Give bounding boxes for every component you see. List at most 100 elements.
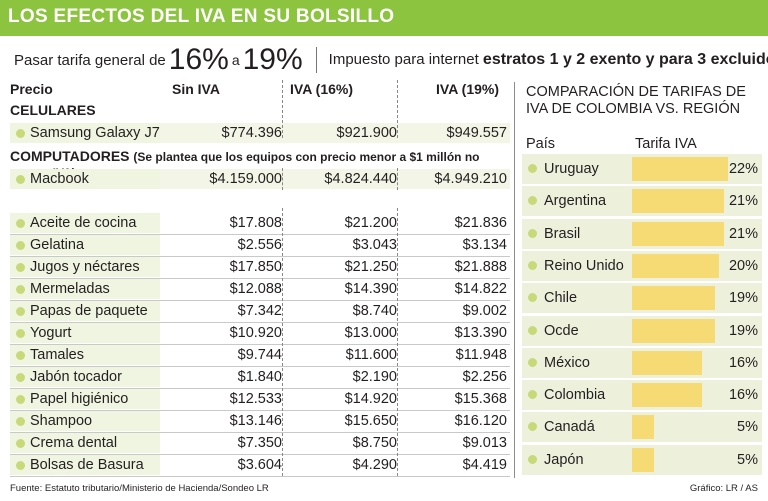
- row-divider: [10, 300, 510, 301]
- country-name: Brasil: [544, 225, 581, 242]
- graphic-credit: Gráfico: LR / AS: [689, 483, 758, 494]
- country-row: Reino Unido 20%: [522, 250, 762, 281]
- bullet-dot: [16, 373, 25, 382]
- comparison-title: COMPARACIÓN DE TARIFAS DE IVA DE COLOMBI…: [526, 84, 746, 117]
- row-divider: [10, 256, 510, 257]
- column-divider: [282, 208, 283, 476]
- product-name: Yogurt: [10, 323, 160, 343]
- country-name: Chile: [544, 290, 578, 307]
- price-cell: $4.824.440: [324, 171, 397, 187]
- price-cell: $2.556: [237, 237, 282, 253]
- vat-bar: [632, 447, 654, 472]
- bullet-dot: [528, 357, 537, 367]
- table-row: Crema dental $7.350 $8.750 $9.013: [10, 433, 510, 454]
- row-divider: [10, 432, 510, 433]
- product-label: Yogurt: [30, 325, 72, 341]
- row-divider: [10, 388, 510, 389]
- price-cell: $4.419: [462, 457, 507, 473]
- column-header: IVA (19%): [436, 81, 500, 97]
- table-row: Aceite de cocina $17.808 $21.200 $21.836: [10, 213, 510, 234]
- country-row: Ocde 19%: [522, 315, 762, 346]
- price-cell: $7.342: [237, 303, 282, 319]
- bullet-dot: [16, 175, 25, 184]
- product-label: Papel higiénico: [30, 391, 129, 407]
- subtitle-divider: [315, 47, 317, 73]
- product-name: Tamales: [10, 345, 160, 365]
- vat-rate-label: 19%: [728, 322, 758, 339]
- bullet-dot: [528, 293, 537, 303]
- bullet-dot: [16, 307, 25, 316]
- bullet-dot: [16, 395, 25, 404]
- price-cell: $3.134: [462, 237, 507, 253]
- price-cell: $16.120: [454, 413, 507, 429]
- price-cell: $1.840: [237, 369, 282, 385]
- table-row: Macbook $4.159.000 $4.824.440 $4.949.210: [10, 169, 510, 190]
- price-cell: $21.250: [344, 259, 397, 275]
- bullet-dot: [16, 329, 25, 338]
- row-divider: [10, 476, 510, 477]
- vat-comparison-panel: COMPARACIÓN DE TARIFAS DE IVA DE COLOMBI…: [514, 82, 762, 478]
- vat-bar: [632, 286, 715, 311]
- table-row: Jugos y néctares $17.850 $21.250 $21.888: [10, 257, 510, 278]
- row-divider: [10, 234, 510, 235]
- product-label: Mermeladas: [30, 281, 110, 297]
- column-divider: [397, 80, 398, 138]
- country-name: Ocde: [544, 322, 579, 339]
- table-row: Shampoo $13.146 $15.650 $16.120: [10, 411, 510, 432]
- country-row: Chile 19%: [522, 283, 762, 314]
- price-cell: $949.557: [446, 125, 507, 141]
- table-row: Bolsas de Basura $3.604 $4.290 $4.419: [10, 455, 510, 476]
- country-name: Colombia: [544, 387, 606, 404]
- price-cell: $15.368: [454, 391, 507, 407]
- price-cell: $3.043: [352, 237, 397, 253]
- product-label: Papas de paquete: [30, 303, 148, 319]
- row-divider: [10, 410, 510, 411]
- product-label: Gelatina: [30, 237, 85, 253]
- product-name: Mermeladas: [10, 279, 160, 299]
- country-row: México 16%: [522, 347, 762, 378]
- price-cell: $15.650: [344, 413, 397, 429]
- vat-rate-label: 5%: [737, 451, 758, 468]
- bullet-dot: [528, 260, 537, 270]
- country-column-header: País: [526, 136, 556, 152]
- vat-bar: [632, 253, 720, 278]
- vat-bar: [632, 383, 702, 408]
- vat-bar: [632, 189, 724, 214]
- price-cell: $2.190: [352, 369, 397, 385]
- price-cell: $17.850: [229, 259, 282, 275]
- row-divider: [10, 344, 510, 345]
- price-cell: $13.000: [344, 325, 397, 341]
- vat-bar: [632, 157, 728, 181]
- product-name: Shampoo: [10, 411, 160, 431]
- row-divider: [10, 322, 510, 323]
- subtitle-middle: a: [231, 52, 240, 68]
- price-cell: $21.836: [454, 215, 507, 231]
- product-label: Shampoo: [30, 413, 93, 429]
- column-divider: [282, 168, 283, 190]
- column-divider: [397, 168, 398, 190]
- table-row: Tamales $9.744 $11.600 $11.948: [10, 345, 510, 366]
- rate-column-header: Tarifa IVA: [635, 136, 697, 152]
- vat-rate-label: 16%: [728, 387, 758, 404]
- bullet-dot: [16, 241, 25, 250]
- row-divider: [10, 454, 510, 455]
- price-cell: $2.256: [462, 369, 507, 385]
- bullet-dot: [528, 422, 537, 432]
- bullet-dot: [16, 351, 25, 360]
- vat-rate-label: 16%: [728, 354, 758, 371]
- product-name: Jabón tocador: [10, 367, 160, 387]
- section-title: CELULARES: [10, 102, 96, 118]
- vat-rate-label: 21%: [728, 225, 758, 242]
- bullet-dot: [528, 196, 537, 206]
- column-header: IVA (16%): [290, 81, 354, 97]
- product-label: Samsung Galaxy J7: [30, 125, 160, 141]
- price-cell: $4.159.000: [209, 171, 282, 187]
- bullet-dot: [16, 417, 25, 426]
- vat-rate-label: 20%: [728, 257, 758, 274]
- vat-rate-label: 19%: [728, 290, 758, 307]
- subtitle-rest-bold: estratos 1 y 2 exento y para 3 excluido: [482, 51, 768, 68]
- product-name: Bolsas de Basura: [10, 455, 160, 475]
- page-title: LOS EFECTOS DEL IVA EN SU BOLSILLO: [8, 6, 395, 27]
- vat-bar: [632, 221, 724, 246]
- table-header-row: Precio Sin IVA IVA (16%) IVA (19%): [10, 78, 510, 100]
